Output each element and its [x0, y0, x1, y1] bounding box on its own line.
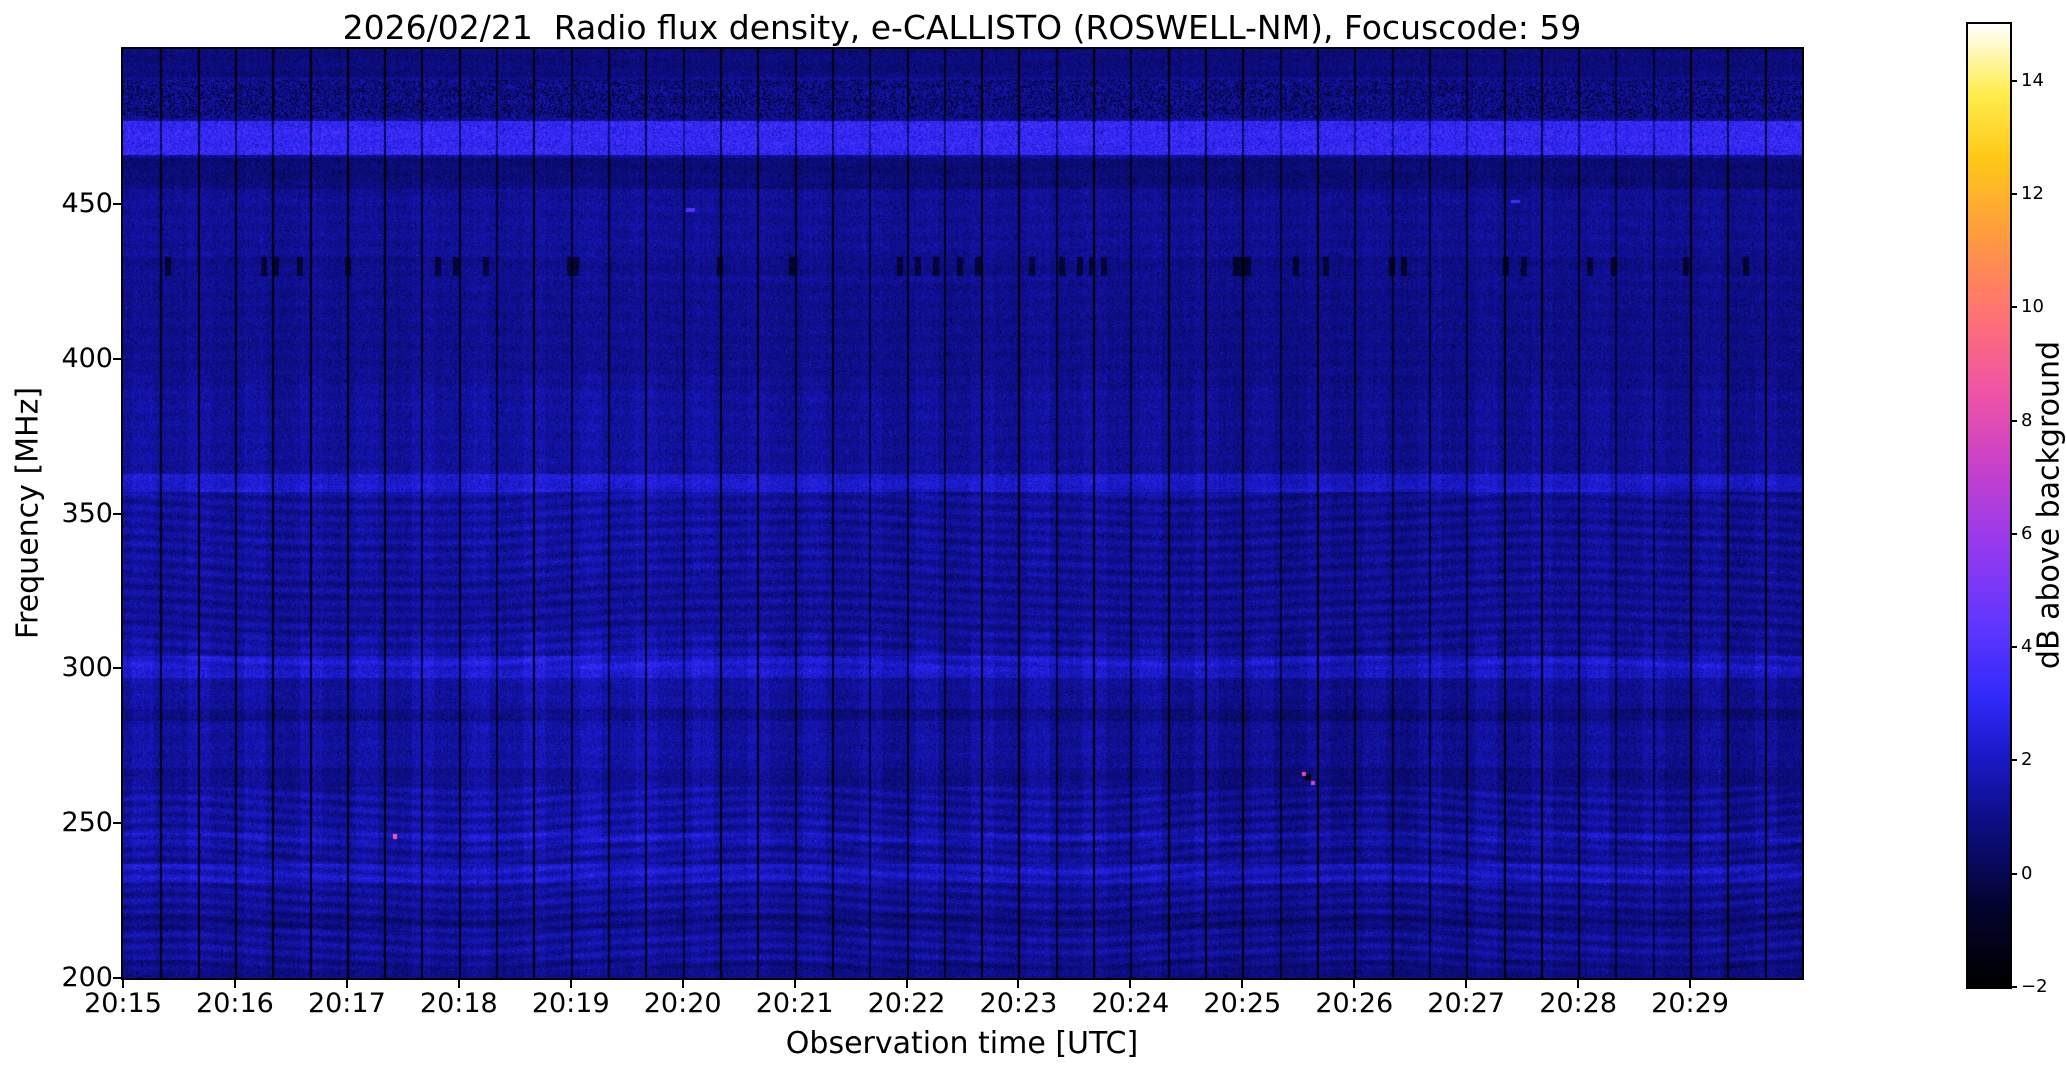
chart-title: 2026/02/21 Radio flux density, e-CALLIST… — [342, 8, 1582, 47]
x-tick-label: 20:21 — [755, 988, 834, 1019]
x-tick-label: 20:16 — [196, 988, 274, 1019]
x-tick-mark — [569, 980, 572, 988]
spectrogram-canvas — [123, 49, 1802, 978]
x-tick-mark — [1353, 980, 1356, 988]
y-tick-label: 250 — [61, 807, 113, 839]
x-axis-label: Observation time [UTC] — [785, 1026, 1139, 1061]
colorbar-tick-mark — [2010, 872, 2017, 875]
y-tick-mark — [113, 357, 121, 360]
colorbar-canvas — [1968, 24, 2010, 987]
x-tick-label: 20:15 — [84, 988, 162, 1019]
y-tick-mark — [113, 512, 121, 515]
colorbar-tick-label: 6 — [2021, 522, 2033, 544]
y-tick-label: 400 — [61, 342, 113, 374]
colorbar-tick-mark — [2010, 79, 2017, 82]
x-tick-mark — [345, 980, 348, 988]
colorbar-tick-label: 12 — [2021, 183, 2044, 205]
colorbar-tick-mark — [2010, 532, 2017, 535]
x-tick-label: 20:18 — [419, 988, 498, 1019]
x-tick-label: 20:17 — [307, 988, 386, 1019]
x-tick-label: 20:24 — [1091, 988, 1170, 1019]
colorbar-tick-mark — [2010, 646, 2017, 649]
x-tick-mark — [122, 980, 124, 988]
y-tick-label: 350 — [61, 497, 113, 529]
y-tick-mark — [113, 977, 121, 979]
colorbar-tick-label: 10 — [2021, 296, 2044, 318]
x-tick-label: 20:29 — [1651, 988, 1729, 1019]
colorbar-tick-label: 2 — [2021, 749, 2033, 771]
x-tick-label: 20:22 — [867, 988, 946, 1019]
colorbar-tick-mark — [2010, 759, 2017, 762]
colorbar-tick-label: 4 — [2021, 636, 2033, 658]
x-tick-mark — [1017, 980, 1020, 988]
x-tick-label: 20:25 — [1203, 988, 1282, 1019]
x-tick-label: 20:28 — [1539, 988, 1618, 1019]
x-tick-mark — [681, 980, 684, 988]
x-tick-mark — [1577, 980, 1580, 988]
x-tick-label: 20:26 — [1315, 988, 1394, 1019]
x-tick-mark — [1465, 980, 1468, 988]
y-tick-label: 450 — [61, 187, 113, 219]
y-tick-mark — [113, 822, 121, 825]
colorbar-tick-mark — [2010, 419, 2017, 422]
colorbar-tick-mark — [2010, 306, 2017, 309]
x-tick-label: 20:19 — [531, 988, 610, 1019]
x-tick-mark — [1129, 980, 1132, 988]
x-tick-mark — [793, 980, 796, 988]
colorbar-tick-label: 0 — [2021, 862, 2033, 884]
y-tick-label: 300 — [61, 652, 113, 684]
colorbar-tick-label: 8 — [2021, 409, 2033, 431]
x-tick-label: 20:27 — [1427, 988, 1506, 1019]
y-tick-mark — [113, 202, 121, 205]
x-tick-mark — [233, 980, 236, 988]
y-tick-mark — [113, 667, 121, 670]
colorbar — [1966, 22, 2012, 989]
x-tick-label: 20:20 — [643, 988, 722, 1019]
colorbar-label: dB above background — [2031, 340, 2066, 670]
plot-area — [121, 47, 1804, 980]
x-tick-mark — [1689, 980, 1692, 988]
colorbar-tick-mark — [2010, 986, 2017, 988]
x-tick-label: 20:23 — [979, 988, 1058, 1019]
y-tick-label: 200 — [61, 962, 113, 994]
colorbar-tick-mark — [2010, 192, 2017, 195]
colorbar-tick-label: −2 — [2021, 976, 2048, 998]
x-tick-mark — [457, 980, 460, 988]
x-tick-mark — [905, 980, 908, 988]
x-tick-mark — [1241, 980, 1244, 988]
colorbar-tick-label: 14 — [2021, 69, 2044, 91]
